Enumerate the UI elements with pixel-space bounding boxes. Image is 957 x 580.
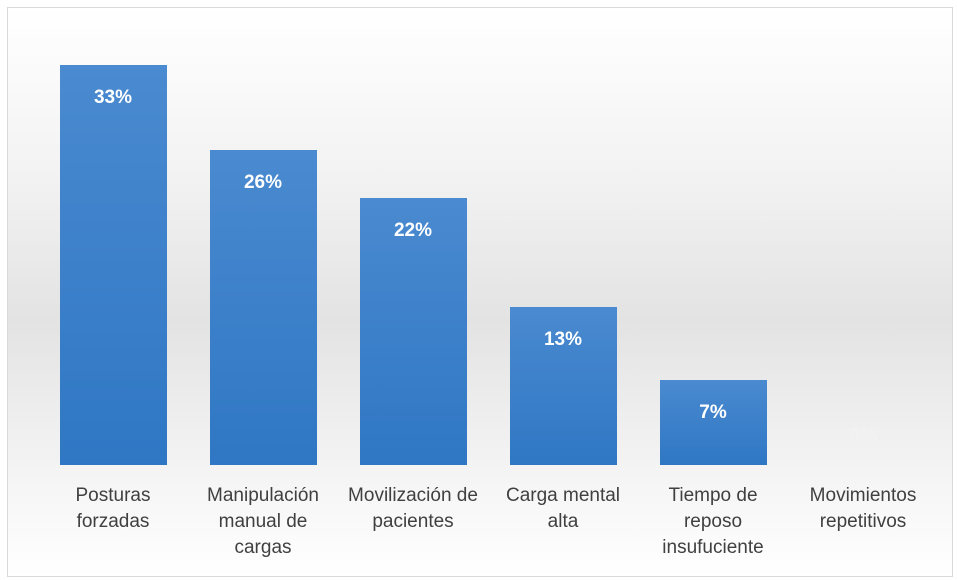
value-label: 33% (93, 87, 133, 108)
value-label: 22% (393, 220, 433, 242)
value-label: 13% (543, 329, 583, 351)
x-tick-label: Movimientos repetitivos (809, 485, 917, 532)
value-label: 7% (699, 402, 727, 424)
value-label: 0% (849, 426, 877, 447)
bar (209, 149, 317, 465)
chart: 33% Posturas forzadas 26% Manipulación manu… (7, 7, 953, 577)
value-label: 26% (243, 171, 283, 193)
bar (659, 380, 767, 465)
x-tick-label: Posturas forzadas (75, 485, 151, 532)
bar (59, 65, 167, 465)
bar (509, 307, 617, 465)
x-tick-label: Manipulación manual de cargas (207, 485, 319, 558)
x-tick-label: Movilización de pacientes (348, 485, 478, 532)
x-tick-label: Carga mental alta (505, 485, 621, 532)
x-tick-label: Tiempo de reposo insufuciente (662, 485, 764, 558)
bar (359, 198, 467, 465)
